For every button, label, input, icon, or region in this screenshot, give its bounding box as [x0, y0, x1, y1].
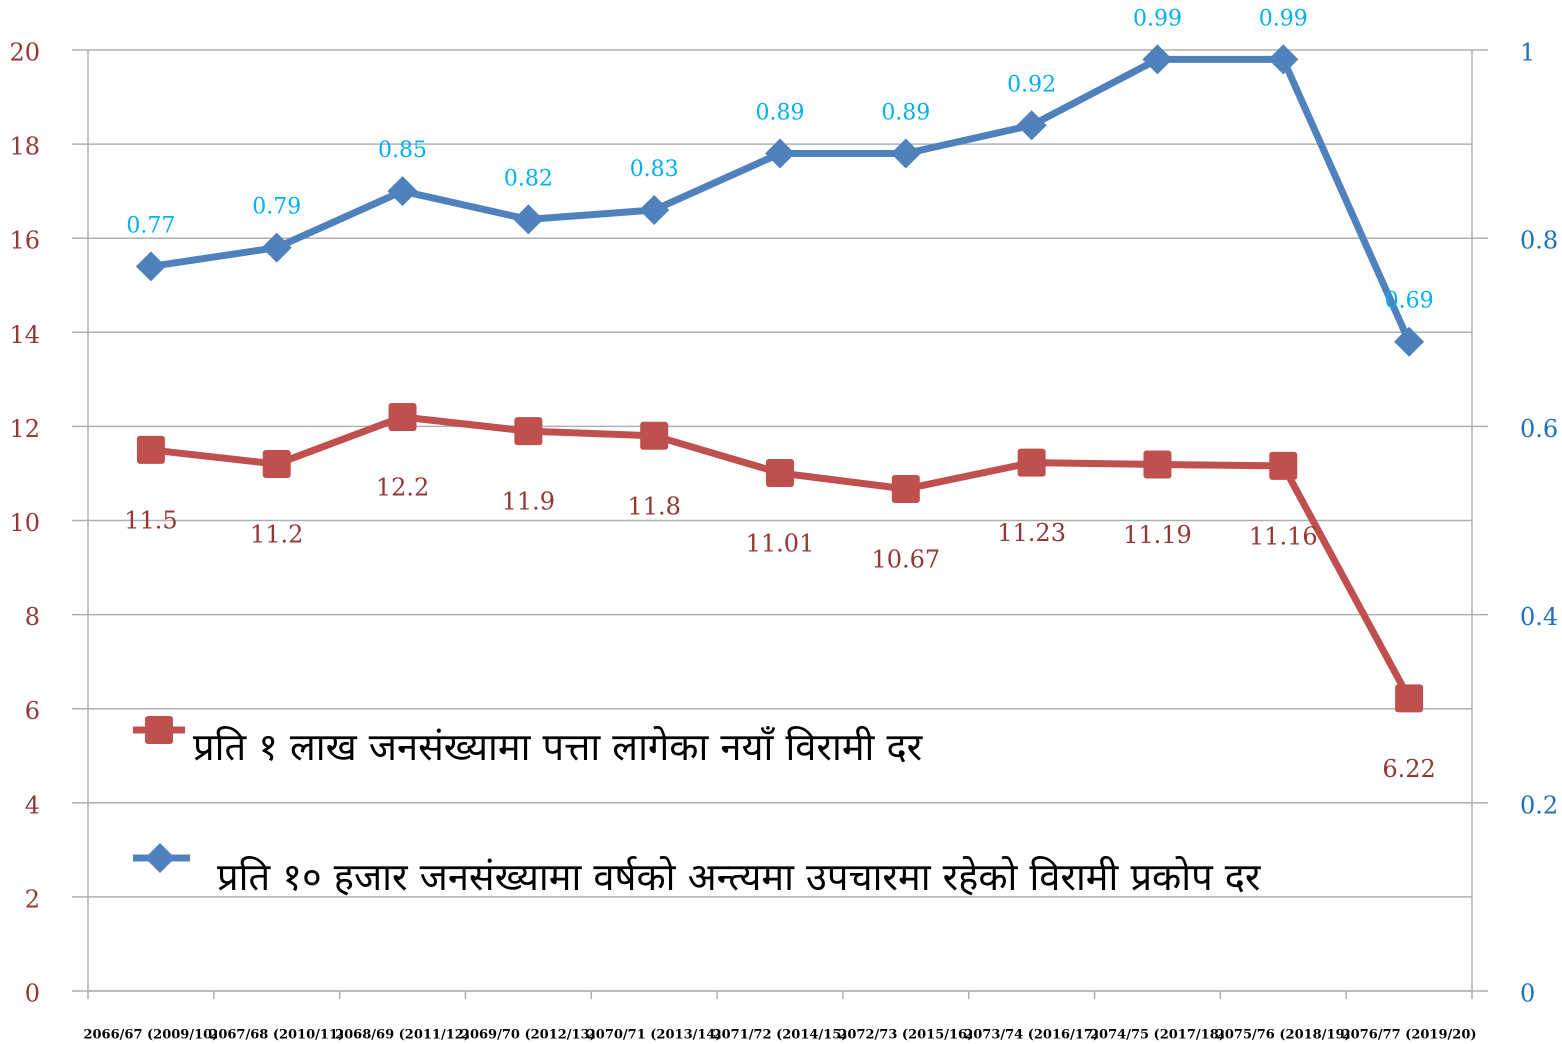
data-label: 11.9 [502, 488, 555, 516]
data-label: 11.8 [627, 492, 680, 520]
marker [514, 417, 543, 446]
marker [1016, 110, 1047, 141]
x-tick-label: 2076/77 (2019/20) [1342, 1028, 1477, 1043]
marker [890, 138, 921, 169]
y2-tick-label: 0.2 [1520, 791, 1558, 819]
data-label: 11.23 [997, 519, 1066, 547]
legend-label: प्रति १० हजार जनसंख्यामा वर्षको अन्त्यमा… [217, 855, 1261, 899]
marker [1395, 684, 1424, 713]
data-label: 0.99 [1259, 6, 1308, 31]
data-label: 0.85 [378, 138, 427, 163]
y-tick-label: 0 [25, 980, 40, 1008]
x-tick-label: 2071/72 (2014/15) [713, 1028, 848, 1043]
marker [891, 474, 920, 503]
data-label: 0.89 [881, 101, 930, 126]
marker [765, 138, 795, 169]
legend-label: प्रति १ लाख जनसंख्यामा पत्ता लागेका नयाँ… [193, 725, 923, 769]
data-label: 12.2 [376, 473, 429, 501]
x-tick-label: 2070/71 (2013/14) [587, 1028, 722, 1043]
marker [388, 402, 417, 431]
x-tick-label: 2074/75 (2017/18) [1090, 1028, 1225, 1043]
marker [1142, 44, 1173, 75]
x-tick-label: 2068/69 (2011/12) [335, 1028, 470, 1043]
data-label: 0.79 [252, 195, 301, 220]
data-label: 11.5 [124, 506, 177, 534]
y-tick-label: 14 [9, 321, 40, 349]
x-tick-label: 2072/73 (2015/16) [838, 1028, 973, 1043]
y-tick-label: 4 [25, 791, 40, 819]
y-tick-label: 12 [9, 415, 40, 443]
x-tick-label: 2069/70 (2012/13) [461, 1028, 596, 1043]
marker [1269, 451, 1298, 480]
data-label: 11.2 [250, 521, 303, 549]
x-tick-label: 2073/74 (2016/17) [964, 1028, 1099, 1043]
y-tick-label: 16 [9, 227, 40, 255]
y-tick-label: 20 [9, 39, 40, 67]
marker [640, 421, 669, 450]
data-label: 0.99 [1133, 6, 1182, 31]
data-label: 0.69 [1385, 289, 1434, 314]
data-label: 0.77 [126, 213, 175, 238]
y2-tick-label: 1 [1520, 39, 1535, 67]
marker [639, 194, 670, 225]
marker [1017, 448, 1046, 477]
y2-tick-label: 0 [1520, 980, 1535, 1008]
data-label: 11.16 [1249, 522, 1318, 550]
legend-marker [145, 843, 175, 873]
data-label: 0.89 [756, 101, 805, 126]
data-label: 0.92 [1007, 72, 1056, 97]
data-label: 0.83 [630, 157, 679, 182]
marker [1143, 450, 1172, 479]
data-label: 10.67 [871, 545, 940, 573]
marker [1394, 326, 1425, 357]
x-tick-label: 2066/67 (2009/10) [83, 1028, 218, 1043]
y2-tick-label: 0.8 [1520, 227, 1558, 255]
y2-tick-label: 0.4 [1520, 603, 1558, 631]
y2-tick-label: 0.6 [1520, 415, 1558, 443]
legend-marker [145, 716, 173, 744]
marker [387, 176, 418, 207]
y-tick-label: 6 [25, 697, 40, 725]
marker [766, 458, 794, 487]
y-tick-label: 18 [9, 133, 40, 161]
y-tick-label: 10 [9, 509, 40, 537]
y-tick-label: 2 [25, 885, 40, 913]
data-label: 6.22 [1382, 755, 1435, 783]
data-label: 11.01 [746, 529, 815, 557]
marker [1268, 44, 1299, 75]
data-label: 11.19 [1123, 521, 1192, 549]
x-tick-label: 2075/76 (2018/19) [1216, 1028, 1351, 1043]
marker [136, 435, 165, 464]
marker [261, 232, 292, 263]
data-label: 0.82 [504, 166, 553, 191]
x-tick-label: 2067/68 (2010/11) [209, 1028, 344, 1043]
marker [135, 251, 166, 282]
marker [262, 450, 291, 479]
marker [513, 204, 544, 235]
y-tick-label: 8 [25, 603, 40, 631]
